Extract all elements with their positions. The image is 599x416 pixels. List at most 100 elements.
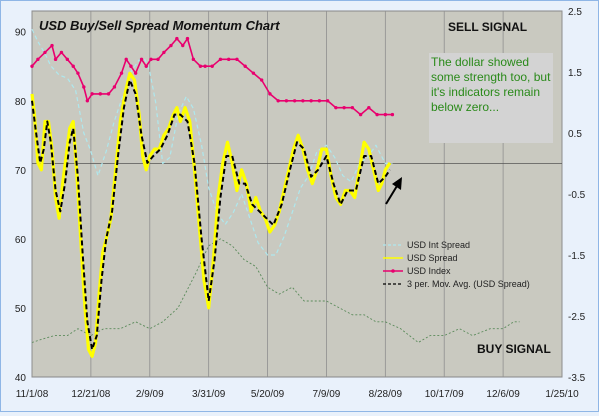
usd-index-point bbox=[90, 92, 94, 96]
usd-index-point bbox=[198, 64, 203, 68]
usd-index-point bbox=[71, 64, 75, 68]
usd-index-point bbox=[129, 64, 133, 68]
buy-signal-label: BUY SIGNAL bbox=[477, 342, 551, 356]
usd-index-point bbox=[149, 57, 153, 62]
x-axis-tick-label: 8/28/09 bbox=[369, 389, 403, 400]
right-axis-tick-label: -2.5 bbox=[568, 312, 586, 323]
usd-index-point bbox=[98, 92, 103, 96]
x-axis-tick-label: 1/25/10 bbox=[545, 389, 579, 400]
usd-index-point bbox=[82, 85, 86, 89]
usd-index-point bbox=[375, 112, 379, 117]
usd-index-point bbox=[65, 57, 70, 62]
usd-index-point bbox=[175, 36, 179, 41]
x-axis-tick-label: 7/9/09 bbox=[313, 389, 341, 400]
usd-index-point bbox=[106, 92, 111, 96]
right-axis-tick-label: -0.5 bbox=[568, 190, 586, 201]
sell-signal-label: SELL SIGNAL bbox=[448, 20, 527, 34]
usd-index-point bbox=[342, 105, 346, 110]
legend-usd-index-label: USD Index bbox=[407, 266, 451, 276]
usd-index-point bbox=[268, 92, 272, 96]
usd-index-point bbox=[383, 112, 388, 117]
usd-index-point bbox=[226, 57, 231, 62]
series-layer bbox=[30, 29, 520, 358]
usd-index-point bbox=[203, 64, 207, 68]
usd-index-point bbox=[169, 43, 173, 48]
usd-index-point bbox=[53, 57, 58, 62]
up-arrow-head bbox=[392, 177, 402, 190]
left-axis-tick-label: 50 bbox=[15, 304, 27, 315]
note-text: The dollar showed some strength too, but… bbox=[431, 55, 551, 114]
left-axis-ticks: 40 50 60 70 80 90 bbox=[15, 28, 27, 384]
usd-index-point bbox=[43, 50, 47, 55]
up-arrow bbox=[385, 177, 402, 205]
usd-index-point bbox=[276, 99, 280, 103]
x-axis-tick-label: 2/9/09 bbox=[136, 389, 164, 400]
usd-int-spread-lower-line bbox=[31, 238, 520, 343]
usd-index-point bbox=[181, 43, 185, 48]
usd-index-point bbox=[259, 78, 264, 82]
right-axis-tick-label: -3.5 bbox=[568, 373, 586, 384]
usd-index-point bbox=[85, 99, 90, 103]
usd-index-point bbox=[139, 57, 144, 62]
usd-index-point bbox=[235, 57, 239, 62]
left-axis-tick-label: 70 bbox=[15, 166, 27, 177]
x-axis-ticks: 11/1/08 12/21/08 2/9/09 3/31/09 5/20/09 7/9/0… bbox=[16, 389, 579, 400]
x-axis-tick-label: 11/1/08 bbox=[16, 389, 49, 400]
right-axis-tick-label: 2.5 bbox=[568, 7, 582, 18]
usd-index-point bbox=[301, 99, 305, 103]
usd-spread-line bbox=[30, 71, 392, 358]
usd-index-point bbox=[59, 50, 64, 55]
left-axis-tick-label: 40 bbox=[15, 373, 27, 384]
usd-index-point bbox=[36, 57, 40, 62]
usd-index-point bbox=[124, 57, 128, 62]
usd-index-point bbox=[284, 99, 289, 103]
usd-index-point bbox=[218, 57, 223, 62]
legend-usd-int-spread-label: USD Int Spread bbox=[407, 240, 470, 250]
left-axis-tick-label: 60 bbox=[15, 235, 27, 246]
legend-usd-spread-label: USD Spread bbox=[407, 253, 458, 263]
usd-index-point bbox=[334, 105, 338, 110]
note-box bbox=[429, 53, 553, 143]
usd-index-point bbox=[309, 99, 313, 103]
left-axis-tick-label: 80 bbox=[15, 97, 27, 108]
usd-index-point bbox=[210, 64, 214, 68]
usd-index-point bbox=[350, 105, 355, 110]
usd-index-point bbox=[358, 112, 363, 117]
usd-index-point bbox=[76, 71, 80, 75]
usd-index-point bbox=[191, 57, 196, 62]
usd-index-point bbox=[162, 50, 166, 55]
legend-usd-index-marker bbox=[391, 269, 395, 273]
usd-index-point bbox=[185, 36, 190, 41]
right-axis-ticks: 2.5 1.5 0.5 -0.5 -1.5 -2.5 -3.5 bbox=[568, 7, 586, 384]
right-axis-tick-label: 0.5 bbox=[568, 129, 582, 140]
moving-average-line bbox=[31, 79, 391, 351]
usd-index-point bbox=[243, 64, 247, 68]
usd-index-point bbox=[156, 57, 160, 62]
usd-index-point bbox=[292, 99, 297, 103]
usd-index-point bbox=[390, 112, 395, 117]
right-axis-tick-label: 1.5 bbox=[568, 68, 582, 79]
usd-int-spread-line bbox=[31, 29, 393, 256]
usd-index-point bbox=[50, 43, 54, 48]
x-axis-tick-label: 3/31/09 bbox=[192, 389, 226, 400]
x-axis-tick-label: 12/6/09 bbox=[486, 389, 520, 400]
usd-index-point bbox=[133, 71, 138, 75]
chart-title: USD Buy/Sell Spread Momentum Chart bbox=[39, 18, 280, 33]
usd-index-point bbox=[112, 85, 117, 89]
right-axis-tick-label: -1.5 bbox=[568, 251, 586, 262]
usd-index-point bbox=[251, 71, 256, 75]
usd-index-point bbox=[367, 105, 371, 110]
legend: USD Int Spread USD Spread USD Index 3 per. … bbox=[383, 240, 530, 289]
x-axis-tick-label: 5/20/09 bbox=[251, 389, 285, 400]
x-axis-tick-label: 10/17/09 bbox=[425, 389, 464, 400]
usd-index-point bbox=[30, 64, 34, 68]
legend-moving-average-label: 3 per. Mov. Avg. (USD Spread) bbox=[407, 279, 530, 289]
usd-index-point bbox=[317, 99, 322, 103]
note-container: The dollar showed some strength too, but… bbox=[431, 55, 551, 114]
usd-index-point bbox=[325, 99, 330, 103]
usd-index-point bbox=[144, 64, 148, 68]
left-axis-tick-label: 90 bbox=[15, 28, 27, 39]
usd-index-point bbox=[119, 71, 124, 75]
